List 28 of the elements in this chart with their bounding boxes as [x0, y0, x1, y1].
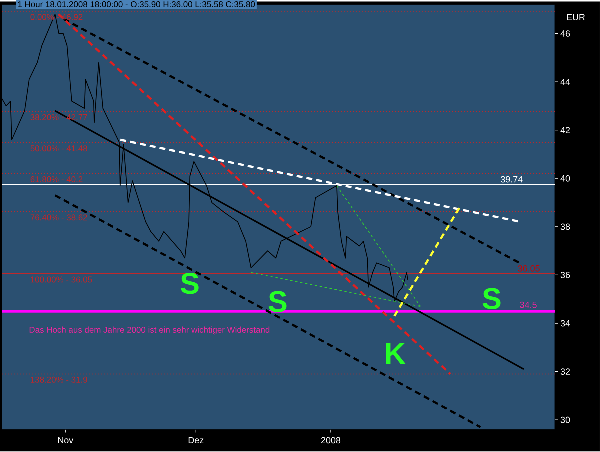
annotation: 38.20% - 42.77: [30, 114, 88, 121]
x-tick-label: 2008: [321, 437, 341, 444]
y-tick-label: 46: [560, 30, 570, 38]
annotation: 138.20% - 31.9: [31, 377, 88, 384]
y-tick-label: 40: [560, 176, 570, 182]
annotation: S: [180, 273, 199, 294]
x-tick-label: Nov: [58, 437, 74, 444]
y-tick-label: 38: [560, 224, 570, 230]
annotation: K: [386, 344, 406, 364]
y-tick-label: 34: [560, 320, 570, 327]
annotation: 50.00% - 41.48: [30, 146, 88, 152]
y-tick-label: 42: [560, 127, 570, 134]
y-tick-label: 36: [560, 272, 570, 279]
y-tick-label: 30: [560, 417, 570, 424]
annotation: 61.80% - 40.2: [30, 176, 83, 183]
y-tick-label: 44: [560, 79, 570, 86]
x-tick-label: Dez: [188, 437, 204, 444]
annotation: 100.00% - 36.05: [31, 276, 92, 283]
annotation: S: [268, 291, 287, 313]
annotation: Das Hoch aus dem Jahre 2000 ist ein sehr wichtiger Widerstand: [30, 326, 270, 335]
annotation: S: [482, 288, 501, 310]
y-axis-title: EUR: [567, 14, 586, 21]
annotation: 36.05: [518, 266, 540, 272]
annotation: 76.40% - 38.62: [30, 214, 88, 221]
annotation: 34.5: [520, 302, 537, 308]
chart-title: 1 Hour 18.01.2008 18:00:00 - O:35.90 H:36.00 L:35.58 C:35.80: [18, 2, 256, 8]
y-tick-label: 32: [560, 368, 570, 376]
annotation: 39.74: [500, 176, 523, 183]
